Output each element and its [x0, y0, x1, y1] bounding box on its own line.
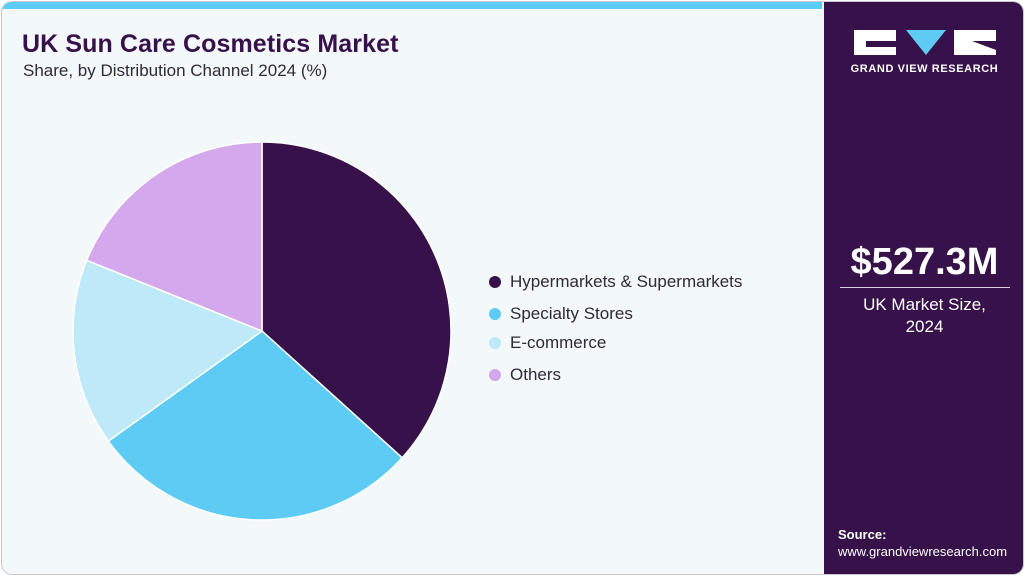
legend-item-e-commerce: E-commerce	[489, 333, 606, 353]
source-link[interactable]: www.grandviewresearch.com	[838, 544, 1008, 559]
sidebar: GRAND VIEW RESEARCH $527.3M UK Market Si…	[824, 2, 1023, 574]
market-size-value: $527.3M	[850, 241, 999, 283]
logo-text: GRAND VIEW RESEARCH	[850, 63, 999, 75]
legend-item-specialty-stores: Specialty Stores	[489, 304, 633, 324]
divider	[840, 287, 1010, 288]
legend-dot-icon	[489, 369, 501, 381]
market-size-label-line2: 2024	[905, 317, 944, 336]
market-size-label-line1: UK Market Size,	[863, 295, 986, 314]
legend-dot-icon	[489, 308, 501, 320]
grand-view-research-logo-icon	[854, 30, 996, 55]
chart-subtitle: Share, by Distribution Channel 2024 (%)	[23, 61, 328, 80]
legend-item-others: Others	[489, 365, 561, 385]
accent-bar	[2, 2, 822, 9]
chart-title: UK Sun Care Cosmetics Market	[22, 30, 399, 58]
legend-label: Hypermarkets & Supermarkets	[510, 272, 743, 291]
pie-slice-hypermarkets-supermarkets	[261, 141, 452, 459]
market-size-label: UK Market Size, 2024	[824, 294, 1023, 338]
legend-label: E-commerce	[510, 333, 607, 352]
legend-dot-icon	[489, 276, 501, 288]
legend-label: Specialty Stores	[510, 304, 633, 323]
pie-slice-e-commerce	[72, 259, 264, 443]
legend-dot-icon	[489, 337, 501, 349]
pie-slice-specialty-stores	[107, 330, 404, 521]
pie-slice-others	[85, 141, 263, 333]
legend-label: Others	[510, 365, 562, 384]
legend-item-hypermarkets: Hypermarkets & Supermarkets	[489, 272, 742, 292]
source-label: Source:	[838, 527, 887, 542]
pie-chart	[72, 141, 452, 521]
